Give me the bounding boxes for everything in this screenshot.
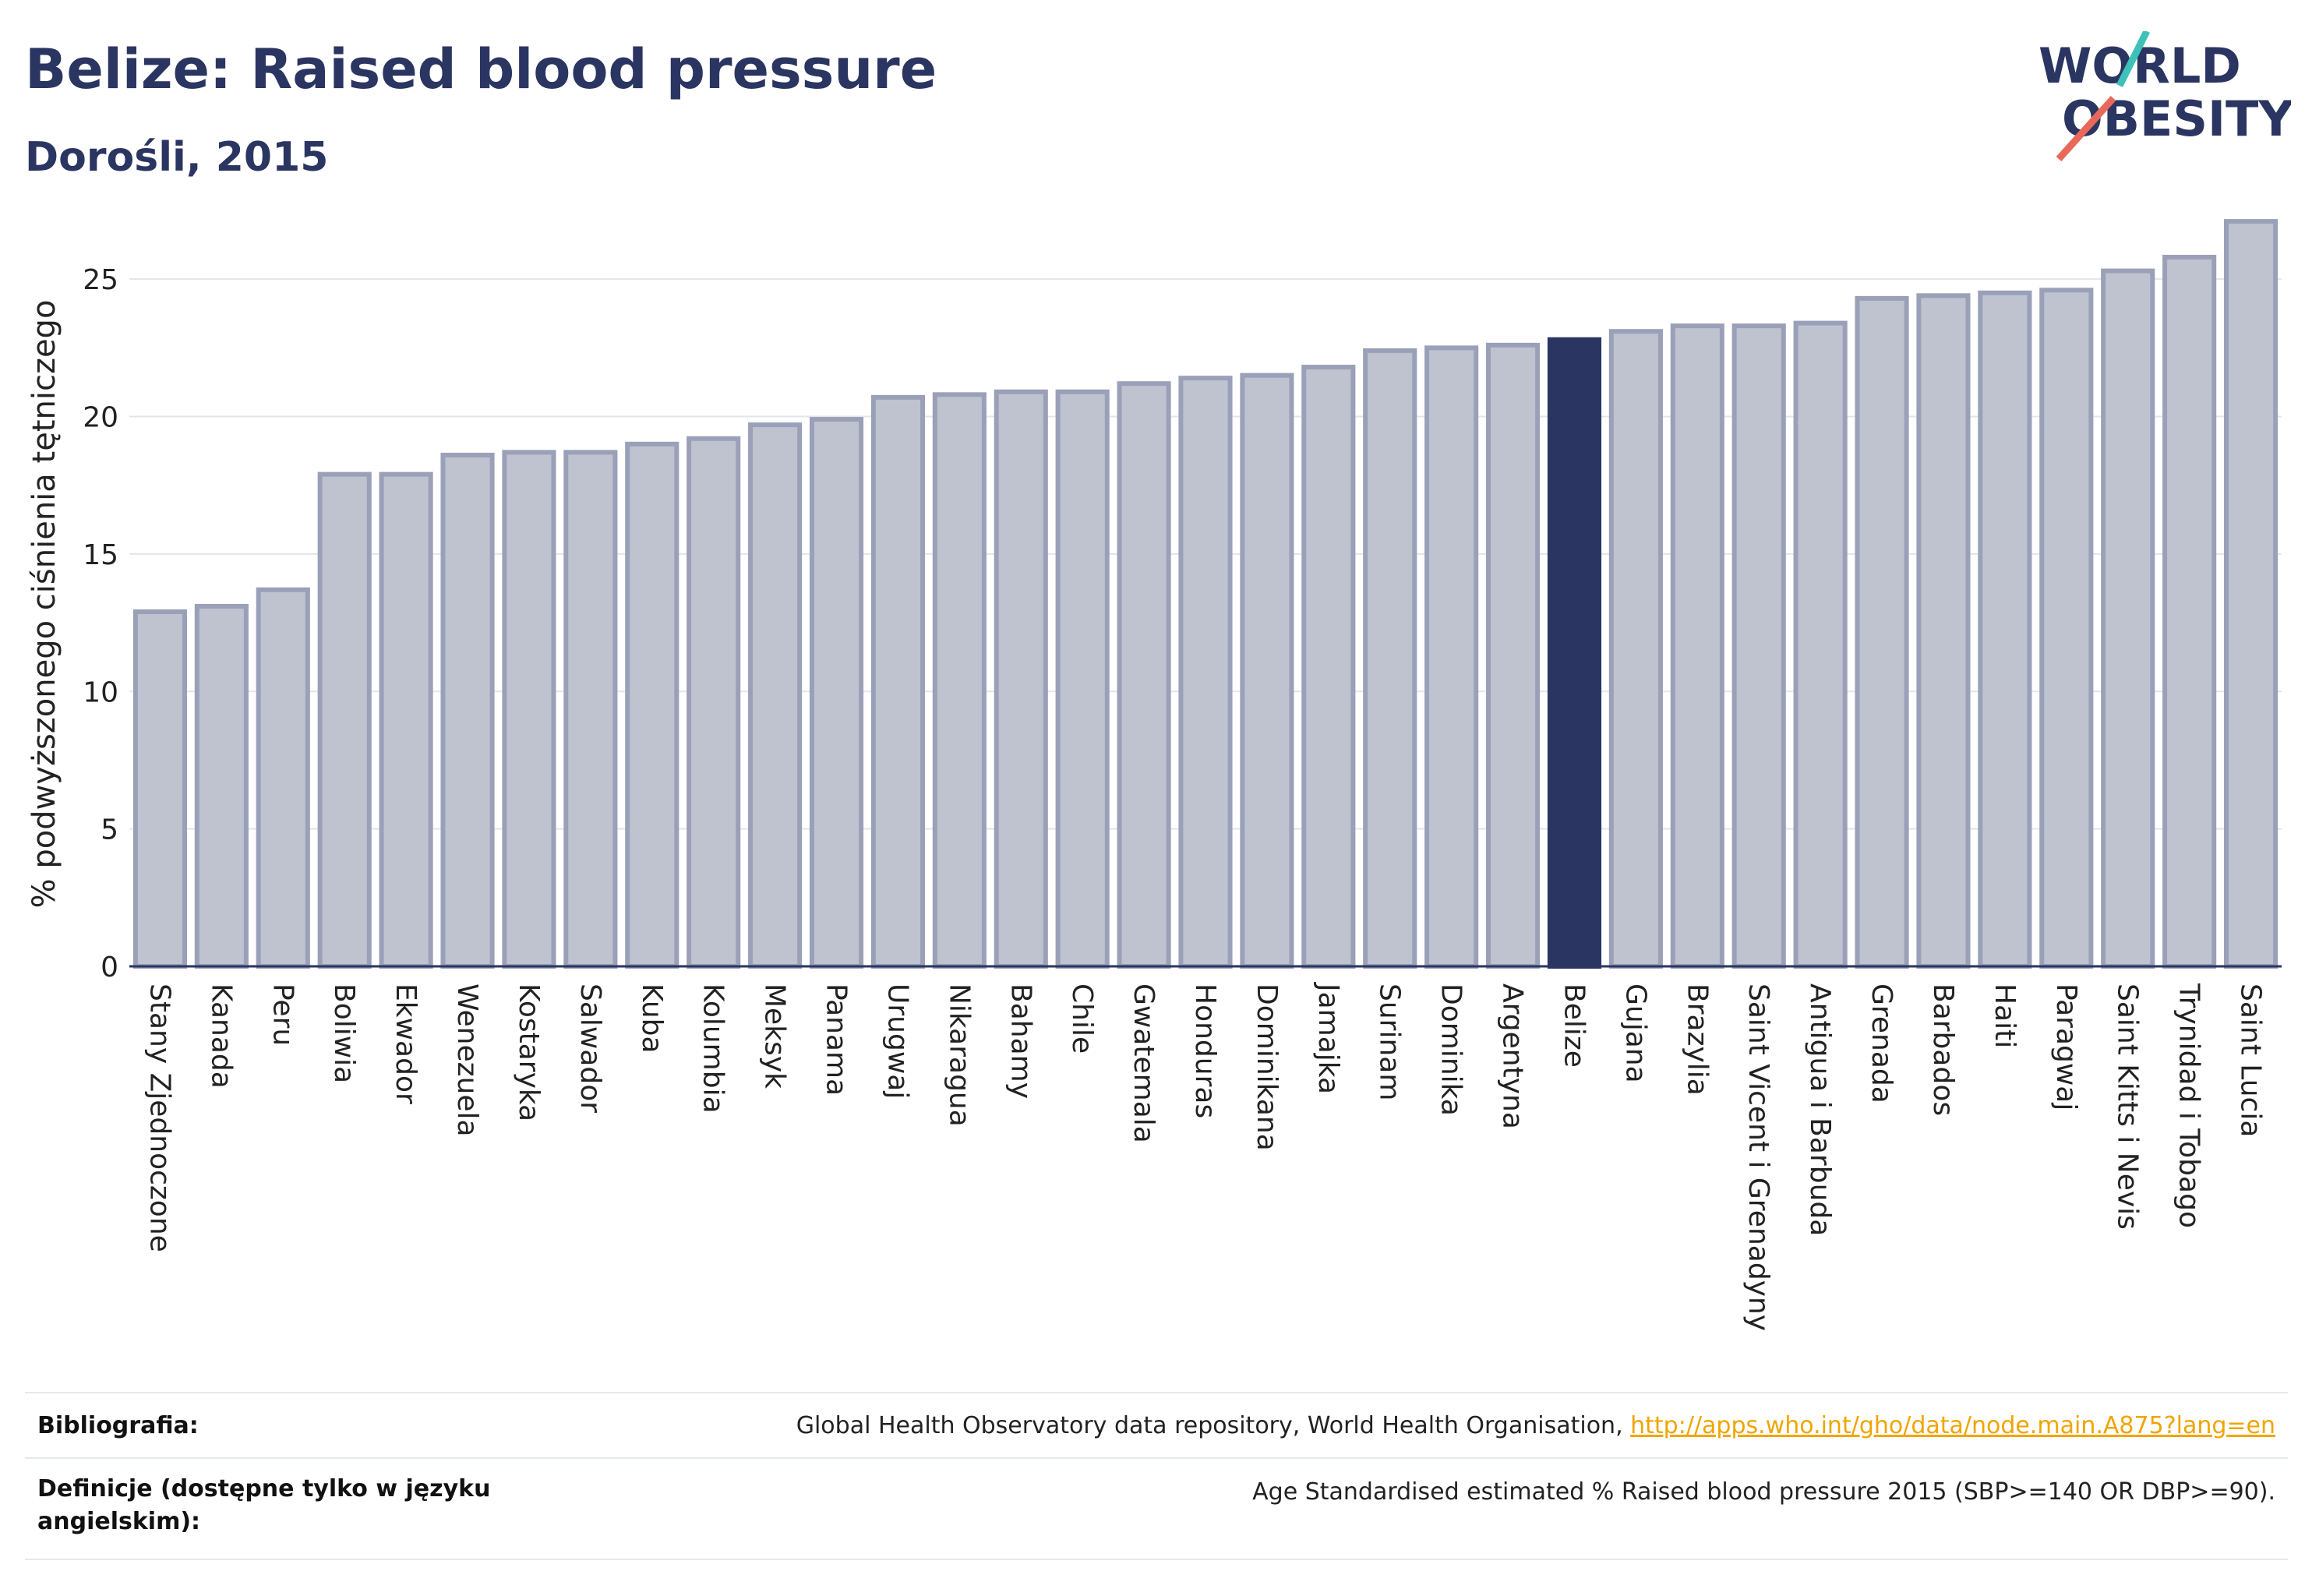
bar bbox=[1731, 323, 1786, 969]
chart-title: Belize: Raised blood pressure bbox=[25, 37, 937, 101]
bar bbox=[1178, 376, 1233, 969]
x-tick-label: Salwador bbox=[574, 983, 606, 1113]
bar bbox=[1301, 365, 1356, 969]
x-tick-label: Dominikana bbox=[1251, 983, 1283, 1151]
bar bbox=[563, 450, 618, 969]
x-tick-label: Stany Zjednoczone bbox=[143, 983, 175, 1252]
bar bbox=[379, 471, 433, 969]
bar bbox=[256, 587, 310, 969]
x-tick-label: Saint Kitts i Nevis bbox=[2112, 983, 2144, 1230]
bar bbox=[809, 417, 864, 969]
bar bbox=[1424, 345, 1479, 969]
bar bbox=[132, 609, 188, 969]
bibliography-row: Bibliografia: Global Health Observatory … bbox=[25, 1392, 2288, 1459]
bar bbox=[2162, 254, 2217, 969]
definitions-text: Age Standardised estimated % Raised bloo… bbox=[1252, 1478, 2275, 1506]
x-tick-label: Surinam bbox=[1374, 983, 1406, 1100]
y-tick-label: 10 bbox=[83, 676, 118, 708]
x-tick-label: Gwatemala bbox=[1128, 983, 1160, 1143]
bar-highlighted bbox=[1547, 337, 1602, 969]
bar bbox=[317, 471, 372, 969]
bar bbox=[1117, 381, 1171, 969]
bar bbox=[687, 436, 741, 969]
world-obesity-logo: WORLD OBESITY bbox=[2038, 31, 2291, 162]
bar bbox=[870, 394, 925, 969]
bar bbox=[1608, 329, 1663, 969]
x-tick-label: Haiti bbox=[1989, 983, 2021, 1048]
bar bbox=[2223, 219, 2279, 969]
bibliography-text: Global Health Observatory data repositor… bbox=[796, 1412, 1631, 1439]
logo-slash-teal bbox=[2116, 31, 2151, 88]
bar bbox=[1055, 389, 1110, 969]
bar bbox=[994, 389, 1048, 969]
x-tick-label: Gujana bbox=[1619, 983, 1651, 1083]
footer: Bibliografia: Global Health Observatory … bbox=[25, 1392, 2288, 1560]
bar bbox=[625, 441, 679, 969]
x-tick-label: Jamajka bbox=[1312, 982, 1344, 1094]
x-tick-label: Belize bbox=[1558, 983, 1590, 1068]
x-tick-label: Grenada bbox=[1866, 983, 1897, 1103]
y-axis-ticks: 0 5 10 15 20 25 bbox=[83, 264, 118, 983]
bar-chart: 0 5 10 15 20 25 Stany Zjednoczone Kanada Peru Bo… bbox=[26, 219, 2282, 1331]
x-tick-label: Trynidad i Tobago bbox=[2173, 983, 2205, 1228]
x-axis-labels: Stany Zjednoczone Kanada Peru Boliwia Ekwado… bbox=[143, 982, 2266, 1331]
x-tick-label: Barbados bbox=[1927, 983, 1959, 1116]
bibliography-link[interactable]: http://apps.who.int/gho/data/node.main.A… bbox=[1630, 1412, 2275, 1439]
y-tick-label: 25 bbox=[83, 264, 118, 296]
x-tick-label: Saint Vicent i Grenadyny bbox=[1742, 983, 1774, 1331]
bibliography-source: Global Health Observatory data repositor… bbox=[796, 1410, 2275, 1442]
y-tick-label: 20 bbox=[83, 402, 118, 434]
bar bbox=[194, 603, 249, 969]
y-tick-label: 15 bbox=[83, 539, 118, 571]
chart-subtitle: Dorośli, 2015 bbox=[25, 134, 329, 181]
x-tick-label: Wenezuela bbox=[451, 983, 483, 1137]
x-tick-label: Kolumbia bbox=[697, 983, 729, 1114]
y-tick-label: 0 bbox=[101, 952, 118, 983]
x-tick-label: Chile bbox=[1066, 983, 1098, 1054]
bar bbox=[748, 422, 803, 969]
bar bbox=[1670, 323, 1724, 969]
x-tick-label: Dominika bbox=[1435, 983, 1467, 1116]
x-tick-label: Meksyk bbox=[759, 983, 791, 1089]
definitions-label: Definicje (dostępne tylko w języku angie… bbox=[37, 1475, 491, 1535]
bar bbox=[440, 452, 495, 969]
y-tick-label: 5 bbox=[101, 814, 118, 846]
bar bbox=[2101, 268, 2155, 969]
bar bbox=[1978, 290, 2032, 969]
x-tick-label: Boliwia bbox=[328, 983, 360, 1083]
bar bbox=[1855, 295, 1909, 969]
bar bbox=[1240, 373, 1294, 969]
bar bbox=[502, 450, 556, 969]
x-tick-label: Nikaragua bbox=[943, 983, 975, 1127]
x-tick-label: Argentyna bbox=[1497, 983, 1529, 1129]
logo-obesity-text: OBESITY bbox=[2062, 90, 2291, 147]
bar bbox=[2039, 288, 2094, 969]
bar bbox=[1793, 320, 1848, 969]
x-tick-label: Brazylia bbox=[1681, 983, 1713, 1096]
bar bbox=[1916, 293, 1971, 969]
x-tick-label: Ekwador bbox=[390, 983, 422, 1104]
x-tick-label: Saint Lucia bbox=[2235, 983, 2267, 1137]
x-tick-label: Kostaryka bbox=[513, 983, 545, 1121]
x-tick-label: Bahamy bbox=[1004, 983, 1036, 1099]
logo-slash-red bbox=[2056, 95, 2116, 162]
bar bbox=[1486, 342, 1541, 969]
bibliography-label: Bibliografia: bbox=[37, 1412, 199, 1439]
y-axis-title: % podwyższonego ciśnienia tętniczego bbox=[26, 300, 62, 909]
x-tick-label: Honduras bbox=[1189, 983, 1221, 1118]
bar bbox=[1363, 348, 1417, 969]
x-tick-label: Peru bbox=[267, 983, 298, 1046]
bar bbox=[932, 392, 987, 969]
x-tick-label: Antigua i Barbuda bbox=[1804, 983, 1836, 1236]
x-tick-label: Paragwaj bbox=[2050, 983, 2082, 1110]
definitions-row: Definicje (dostępne tylko w języku angie… bbox=[25, 1457, 2288, 1560]
x-tick-label: Panama bbox=[821, 983, 852, 1096]
x-tick-label: Kanada bbox=[205, 983, 237, 1089]
x-tick-label: Kuba bbox=[636, 983, 668, 1054]
bars bbox=[132, 219, 2279, 969]
x-tick-label: Urugwaj bbox=[881, 983, 913, 1099]
